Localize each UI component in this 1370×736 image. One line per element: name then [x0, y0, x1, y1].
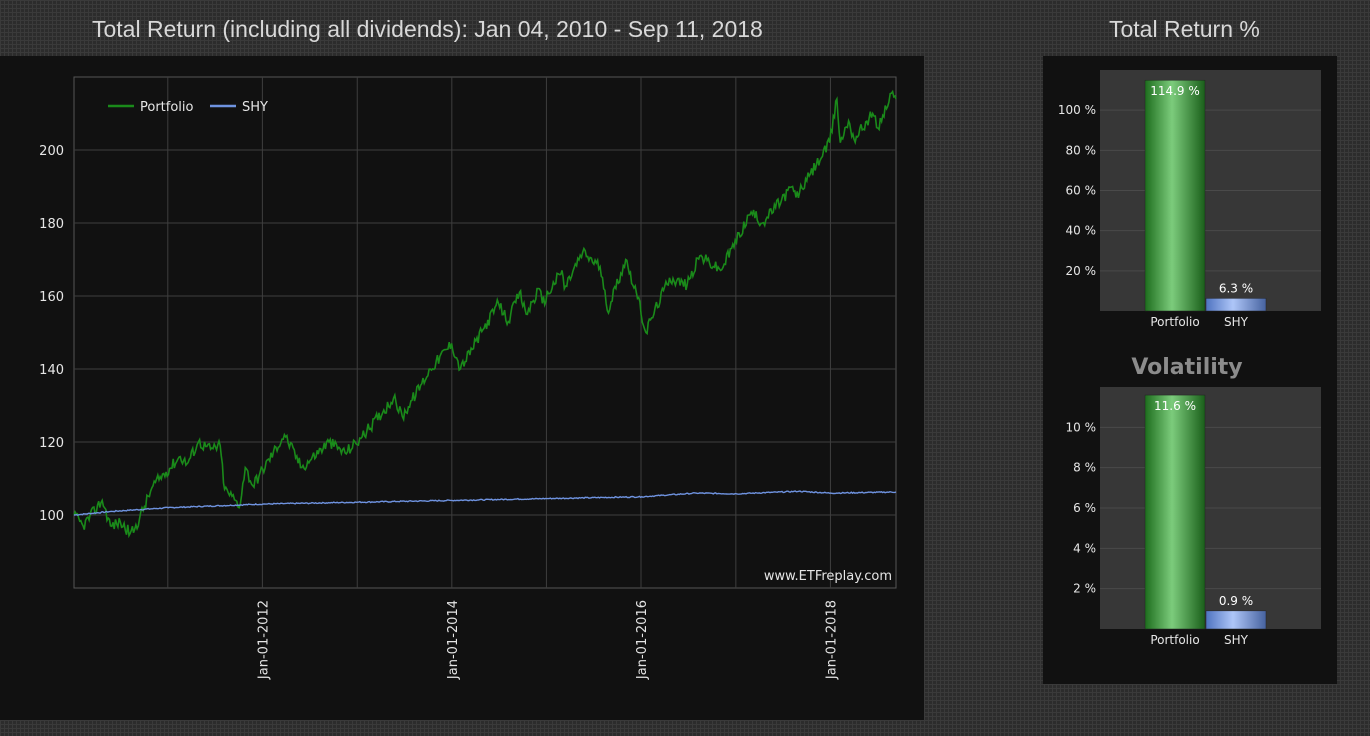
bar-portfolio: [1144, 394, 1206, 630]
bar-shy: [1205, 298, 1267, 312]
bar-y-tick-label: 80 %: [1066, 143, 1097, 157]
bar-shy: [1205, 610, 1267, 630]
bar-portfolio: [1144, 79, 1206, 312]
y-tick-label: 180: [39, 217, 64, 232]
bar-y-tick-label: 20 %: [1066, 264, 1097, 278]
x-tick-label: Jan-01-2012: [256, 600, 271, 680]
side-charts-panel: Volatility 20 % 40 % 60 % 80 % 100 % 114.9 % Po…: [1043, 56, 1337, 684]
x-tick-label: Jan-01-2018: [824, 600, 839, 680]
chart-title: Total Return (including all dividends): …: [92, 16, 763, 42]
series-line-portfolio: [73, 89, 897, 539]
y-tick-label: 140: [39, 363, 64, 378]
bar-category-label: Portfolio: [1150, 633, 1199, 647]
bar-value-label: 0.9 %: [1219, 594, 1253, 608]
watermark: www.ETFreplay.com: [764, 569, 892, 584]
y-tick-label: 100: [39, 509, 64, 524]
legend-label: SHY: [242, 100, 268, 115]
bar-y-tick-label: 100 %: [1058, 103, 1096, 117]
line-chart-panel: 100 120 140 160 180 200 Jan-01-2012 Jan-01-2014…: [0, 56, 924, 720]
legend-label: Portfolio: [140, 100, 194, 115]
bar-y-tick-label: 2 %: [1073, 582, 1096, 596]
x-tick-label: Jan-01-2016: [635, 600, 650, 680]
volatility-title: Volatility: [1131, 355, 1242, 380]
series-line-shy: [73, 490, 897, 516]
bar-category-label: SHY: [1224, 633, 1249, 647]
bar-category-label: Portfolio: [1150, 315, 1199, 329]
line-chart: 100 120 140 160 180 200 Jan-01-2012 Jan-01-2014…: [39, 76, 897, 680]
total-return-title: Total Return %: [1109, 16, 1260, 42]
y-tick-label: 200: [39, 144, 64, 159]
bar-y-tick-label: 4 %: [1073, 541, 1096, 555]
bar-value-label: 6.3 %: [1219, 281, 1253, 295]
bar-value-label: 11.6 %: [1154, 399, 1196, 413]
bar-value-label: 114.9 %: [1150, 84, 1200, 98]
bar-y-tick-label: 6 %: [1073, 501, 1096, 515]
y-tick-label: 160: [39, 290, 64, 305]
bar-category-label: SHY: [1224, 315, 1249, 329]
bar-y-tick-label: 10 %: [1066, 420, 1097, 434]
bar-y-tick-label: 40 %: [1066, 224, 1097, 238]
x-tick-label: Jan-01-2014: [446, 600, 461, 680]
y-tick-label: 120: [39, 436, 64, 451]
bar-y-tick-label: 60 %: [1066, 184, 1097, 198]
bar-y-tick-label: 8 %: [1073, 461, 1096, 475]
plot-area: [73, 76, 897, 589]
bar-charts: Volatility 20 % 40 % 60 % 80 % 100 % 114.9 % Po…: [1058, 70, 1321, 647]
